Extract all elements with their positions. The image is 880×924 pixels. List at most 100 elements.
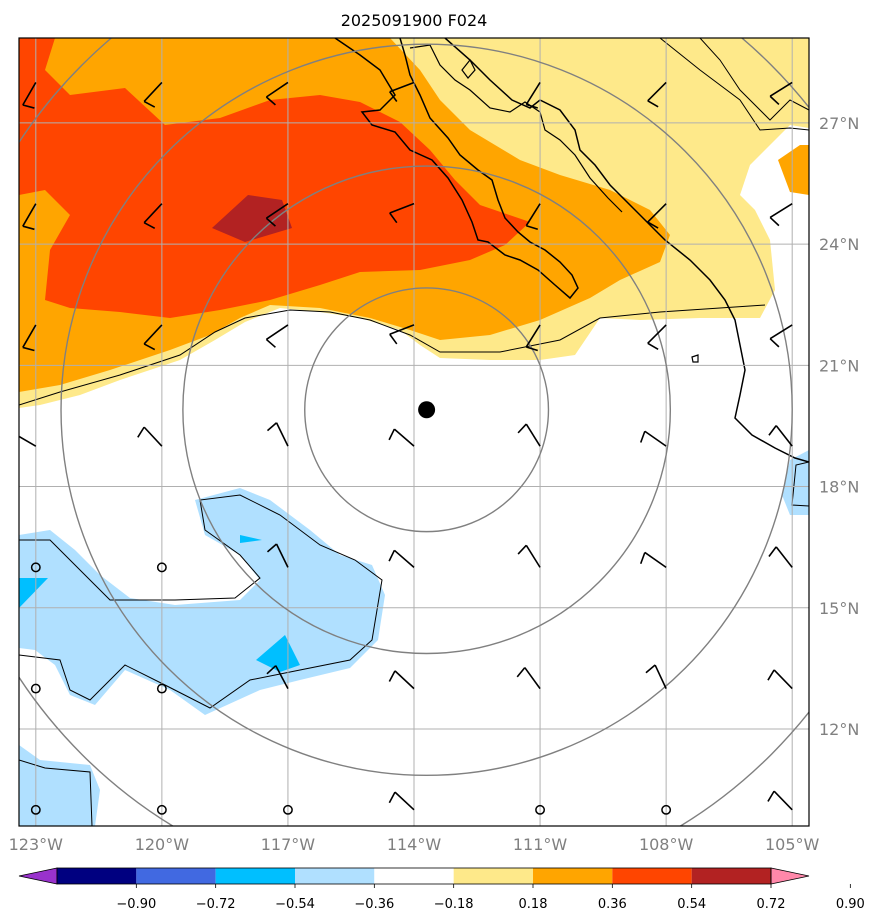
figure-title: 2025091900 F024 bbox=[341, 11, 488, 30]
calm-wind-marker bbox=[30, 562, 41, 573]
contour-fill-neg-0.18-east bbox=[782, 450, 809, 515]
wind-barb bbox=[768, 425, 793, 447]
wind-barb bbox=[645, 664, 667, 689]
wind-barb bbox=[19, 435, 37, 447]
calm-wind-marker bbox=[535, 804, 546, 815]
colorbar-segment bbox=[533, 868, 613, 884]
wind-barb bbox=[768, 546, 793, 568]
lon-tick-label: 108°W bbox=[639, 835, 694, 854]
wind-barb bbox=[266, 422, 289, 447]
calm-wind-marker bbox=[661, 804, 672, 815]
colorbar-tick-label: 0.54 bbox=[677, 897, 706, 912]
wind-barb bbox=[517, 544, 541, 568]
contour-fill-neg-0.36-b bbox=[256, 635, 300, 672]
map-frame bbox=[18, 37, 810, 827]
contour-fill-0.72 bbox=[212, 195, 292, 242]
wind-barb bbox=[639, 551, 667, 569]
colorbar-segment bbox=[215, 868, 295, 884]
wind-barb bbox=[265, 324, 289, 348]
wind-barb bbox=[143, 203, 163, 230]
longitude-labels: 123°W 120°W 117°W 114°W 111°W 108°W 105°W bbox=[9, 835, 820, 854]
colorbar-segment bbox=[136, 868, 216, 884]
wind-barb bbox=[516, 667, 541, 690]
wind-barb bbox=[265, 203, 289, 227]
wind-barb bbox=[647, 324, 667, 350]
range-rings bbox=[19, 38, 809, 826]
colorbar-tick-label: 0.72 bbox=[757, 897, 786, 912]
wind-barb bbox=[389, 81, 415, 102]
contour-line-neg bbox=[19, 494, 383, 709]
wind-barb bbox=[769, 324, 793, 348]
wind-barb bbox=[769, 81, 793, 105]
wind-barb bbox=[639, 430, 667, 447]
map-area bbox=[19, 38, 809, 826]
colorbar-segment bbox=[57, 868, 137, 884]
colorbar-tick-label: −0.72 bbox=[196, 897, 236, 912]
contour-fill-neg-0.36-a bbox=[19, 578, 48, 608]
lat-tick-label: 24°N bbox=[819, 235, 859, 254]
colorbar-tick-label: 0.18 bbox=[519, 897, 548, 912]
lon-tick-label: 120°W bbox=[135, 835, 190, 854]
contour-fill-0.36-east bbox=[778, 145, 809, 195]
lon-tick-label: 114°W bbox=[387, 835, 442, 854]
wind-barb bbox=[647, 81, 667, 108]
colorbar-tick-label: −0.54 bbox=[275, 897, 315, 912]
wind-barb bbox=[143, 81, 163, 108]
calm-wind-marker bbox=[282, 804, 293, 815]
calm-wind-marker bbox=[30, 804, 41, 815]
wind-barb bbox=[266, 665, 289, 689]
wind-barb bbox=[22, 203, 37, 231]
lat-tick-label: 21°N bbox=[819, 356, 859, 375]
wind-barb bbox=[769, 203, 793, 227]
wind-barb bbox=[22, 324, 37, 352]
colorbar-outline bbox=[56, 867, 772, 885]
wind-barb bbox=[388, 549, 415, 568]
colorbar: −0.90 −0.72 −0.54 −0.36 −0.18 0.18 0.36 0.54 0.7… bbox=[18, 867, 865, 912]
wind-barb bbox=[388, 670, 415, 690]
colorbar-tick-label: −0.18 bbox=[434, 897, 474, 912]
calm-wind-marker bbox=[30, 683, 41, 694]
contour-fill-0.54 bbox=[19, 38, 530, 318]
contour-fill-neg-0.18-sw bbox=[19, 745, 100, 826]
wind-barb bbox=[525, 324, 541, 352]
lat-tick-label: 18°N bbox=[819, 478, 859, 497]
coastline-island bbox=[461, 58, 476, 79]
colorbar-tick-label: 0.90 bbox=[836, 897, 865, 912]
colorbar-extend-high bbox=[770, 867, 810, 885]
lat-tick-label: 27°N bbox=[819, 114, 859, 133]
graticule bbox=[19, 38, 809, 826]
lon-tick-label: 123°W bbox=[9, 835, 64, 854]
colorbar-tick-label: −0.36 bbox=[354, 897, 394, 912]
wind-barb bbox=[388, 428, 415, 447]
range-ring bbox=[182, 165, 672, 655]
calm-wind-marker bbox=[156, 683, 167, 694]
wind-barb bbox=[389, 324, 415, 345]
colorbar-segment bbox=[453, 868, 533, 884]
wind-barb bbox=[22, 82, 37, 109]
range-ring bbox=[304, 287, 550, 533]
colorbar-tick-label: −0.90 bbox=[116, 897, 156, 912]
wind-barb bbox=[525, 82, 541, 109]
colorbar-segment bbox=[295, 868, 375, 884]
latitude-labels: 27°N 24°N 21°N 18°N 15°N 12°N bbox=[819, 114, 859, 739]
wind-barb bbox=[388, 791, 415, 811]
wind-barb bbox=[265, 81, 289, 106]
wind-barb bbox=[143, 324, 163, 351]
contour-line-east bbox=[791, 461, 809, 507]
storm-center-marker bbox=[418, 401, 436, 419]
wind-barb bbox=[389, 202, 415, 224]
lon-tick-label: 105°W bbox=[765, 835, 820, 854]
coastline-baja bbox=[334, 38, 579, 300]
wind-barb bbox=[767, 790, 793, 811]
calm-wind-marker bbox=[156, 804, 167, 815]
contour-line bbox=[19, 304, 766, 406]
range-ring bbox=[60, 43, 793, 777]
contour-line-north bbox=[659, 38, 809, 131]
wind-barb bbox=[767, 669, 793, 690]
lat-tick-label: 15°N bbox=[819, 599, 859, 618]
lat-tick-label: 12°N bbox=[819, 720, 859, 739]
coastline-island-small bbox=[691, 354, 699, 363]
contour-fill-neg-0.36-c bbox=[240, 535, 262, 543]
colorbar-tick-label: 0.36 bbox=[598, 897, 627, 912]
